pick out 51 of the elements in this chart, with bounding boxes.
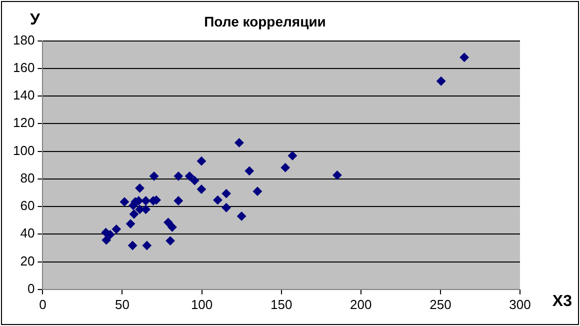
point — [128, 240, 138, 250]
x-tick-label: 100 — [190, 296, 213, 312]
point — [150, 172, 159, 181]
y-tick-label: 160 — [12, 60, 35, 75]
point — [135, 184, 144, 193]
point — [196, 156, 206, 166]
x-axis-title: X3 — [552, 292, 572, 310]
point — [288, 151, 297, 160]
point — [222, 203, 231, 212]
x-tick-label: 200 — [350, 296, 372, 312]
x-tick-label: 0 — [39, 296, 46, 312]
y-tick-label: 180 — [12, 32, 35, 48]
point — [237, 212, 246, 221]
x-tick-label: 50 — [115, 296, 130, 312]
x-tick-label: 150 — [270, 296, 292, 312]
point — [126, 219, 136, 228]
point — [102, 236, 111, 245]
point — [120, 197, 129, 206]
point — [244, 166, 254, 176]
point — [130, 210, 139, 219]
y-tick-label: 60 — [20, 198, 35, 214]
chart-title: Поле корреляции — [204, 13, 326, 30]
y-tick-label: 40 — [20, 226, 35, 241]
point — [142, 240, 152, 250]
point — [112, 224, 121, 234]
point — [141, 196, 150, 206]
point — [190, 176, 200, 186]
y-tick-label: 0 — [27, 280, 35, 296]
point — [174, 172, 183, 181]
y-tick-label: 20 — [20, 253, 35, 268]
point — [168, 222, 177, 232]
point — [252, 186, 262, 196]
x-tick-label: 300 — [509, 296, 531, 312]
y-tick-label: 80 — [20, 170, 35, 186]
y-axis-title: У — [30, 11, 41, 28]
point — [174, 196, 183, 206]
x-tick-label: 250 — [430, 296, 452, 312]
point — [460, 52, 469, 62]
point — [166, 236, 175, 246]
point — [436, 76, 446, 86]
y-tick-label: 100 — [12, 142, 35, 158]
y-tick-label: 120 — [12, 115, 35, 130]
y-tick-label: 140 — [12, 88, 35, 103]
point — [196, 184, 206, 194]
point — [213, 196, 222, 205]
point — [234, 138, 244, 148]
point — [332, 170, 342, 180]
point — [222, 189, 231, 198]
point — [280, 163, 290, 172]
point — [185, 172, 194, 181]
point — [164, 218, 173, 227]
